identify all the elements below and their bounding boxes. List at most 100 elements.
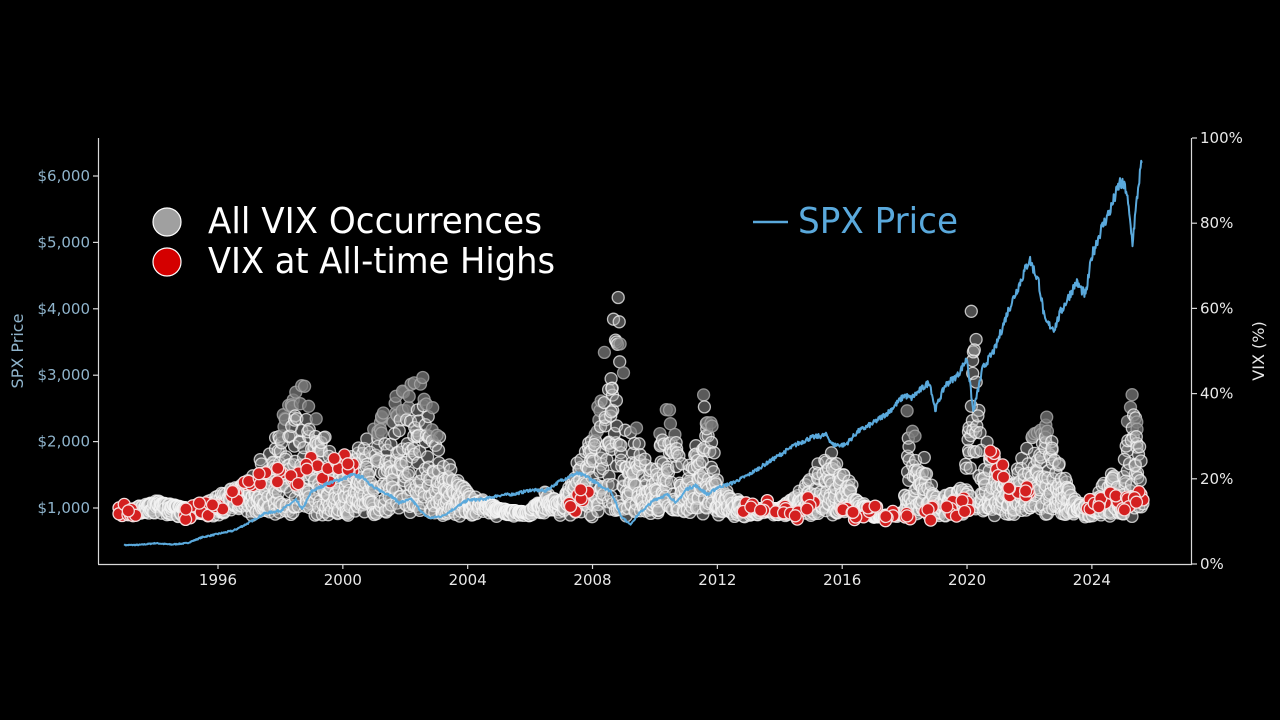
- vix-point: [431, 443, 446, 457]
- vix-point: [964, 304, 978, 318]
- vix-point: [696, 388, 711, 402]
- vix-ath-point: [800, 502, 814, 516]
- vix-point: [1134, 454, 1148, 468]
- y-left-tick-label: $2,000: [38, 433, 91, 451]
- vix-ath-point: [924, 513, 938, 527]
- vix-point: [430, 428, 444, 442]
- y-left-tick-label: $6,000: [38, 167, 91, 185]
- vix-ath-point: [291, 476, 305, 491]
- vix-point: [402, 465, 416, 480]
- legend-item-vix-ath: VIX at All-time Highs: [152, 241, 555, 282]
- vix-ath-point: [270, 475, 285, 489]
- left-axis-label: SPX Price: [8, 314, 27, 389]
- legend-label-all-vix: All VIX Occurrences: [208, 201, 542, 242]
- y-right-tick-label: 100%: [1200, 129, 1243, 147]
- vix-ath-point: [252, 467, 266, 481]
- x-tick-label: 2024: [1073, 571, 1111, 589]
- vix-point: [297, 379, 312, 393]
- vix-ath-point: [1002, 481, 1016, 495]
- vix-point: [444, 463, 458, 477]
- vix-ath-point: [846, 505, 860, 519]
- vix-ath-point: [900, 509, 914, 523]
- vix-point: [632, 437, 646, 451]
- vix-ath-point: [121, 504, 135, 518]
- vix-ath-point: [327, 451, 341, 466]
- y-right-tick-label: 0%: [1200, 555, 1224, 573]
- vix-ath-point: [879, 509, 893, 524]
- vix-point: [917, 450, 931, 465]
- vix-ath-point: [940, 500, 954, 514]
- vix-ath-point: [753, 503, 768, 517]
- x-tick-label: 2004: [449, 571, 487, 589]
- vix-point: [402, 389, 416, 404]
- vix-point: [697, 400, 712, 414]
- y-left-tick-label: $1,000: [38, 499, 91, 517]
- vix-ath-point: [300, 462, 314, 476]
- x-tick-label: 2000: [324, 571, 362, 589]
- vix-ath-point: [1129, 495, 1144, 509]
- vix-point: [301, 399, 316, 413]
- vix-point: [900, 404, 914, 418]
- vix-point: [609, 393, 624, 408]
- y-right-tick-label: 80%: [1200, 214, 1233, 232]
- vix-point: [420, 450, 435, 464]
- vix-point: [967, 343, 981, 357]
- vix-point: [360, 432, 374, 446]
- x-tick-label: 2020: [948, 571, 986, 589]
- y-right-tick-label: 40%: [1200, 385, 1233, 403]
- vix-point: [604, 405, 618, 419]
- vix-point: [416, 370, 430, 385]
- vix-point: [613, 355, 627, 369]
- x-tick-label: 1996: [199, 571, 237, 589]
- vix-point: [829, 457, 844, 471]
- vix-point: [1045, 441, 1059, 455]
- vix-point: [627, 436, 642, 451]
- vix-point: [613, 337, 627, 351]
- vix-ath-point: [1117, 503, 1132, 517]
- legend-item-all-vix: All VIX Occurrences: [152, 201, 542, 242]
- x-tick-label: 2012: [698, 571, 736, 589]
- vix-point: [426, 401, 440, 415]
- vix-point: [612, 315, 626, 329]
- red-circle-icon: [152, 247, 182, 277]
- gray-circle-icon: [152, 207, 182, 237]
- vix-point: [1125, 388, 1139, 402]
- vix-point: [707, 446, 721, 460]
- vix-ath-point: [957, 504, 972, 519]
- legend-label-vix-ath: VIX at All-time Highs: [208, 241, 555, 282]
- vix-ath-point: [996, 470, 1011, 484]
- vix-ath-point: [179, 502, 193, 516]
- vix-point: [1052, 457, 1066, 471]
- x-tick-label: 2008: [573, 571, 611, 589]
- vix-point: [662, 403, 677, 417]
- vix-point: [605, 381, 619, 396]
- vix-ath-point: [1092, 500, 1106, 514]
- vix-point: [616, 366, 631, 380]
- x-tick-label: 2016: [823, 571, 861, 589]
- vix-point: [614, 438, 628, 453]
- vix-point: [318, 430, 332, 444]
- vix-point: [1132, 440, 1147, 454]
- vix-ath-point: [983, 444, 998, 458]
- vix-point: [824, 446, 839, 460]
- vix-point: [908, 429, 922, 443]
- vix-ath-point: [341, 457, 355, 471]
- vix-point: [919, 467, 934, 481]
- vix-point: [290, 412, 304, 426]
- vix-ath-point: [225, 484, 240, 499]
- right-axis-label: VIX (%): [1249, 321, 1268, 380]
- vix-point: [309, 412, 323, 426]
- vix-point: [611, 290, 625, 305]
- legend-label-spx: SPX Price: [798, 201, 958, 242]
- vix-ath-point: [868, 499, 882, 513]
- y-right-tick-label: 60%: [1200, 299, 1233, 317]
- vix-ath-point: [788, 509, 802, 523]
- vix-ath-point: [574, 483, 588, 497]
- vix-point: [1133, 473, 1147, 488]
- vix-point: [392, 424, 406, 438]
- vix-ath-point: [271, 461, 285, 475]
- vix-point: [629, 421, 644, 435]
- vix-point: [705, 419, 719, 433]
- vix-point: [902, 440, 916, 454]
